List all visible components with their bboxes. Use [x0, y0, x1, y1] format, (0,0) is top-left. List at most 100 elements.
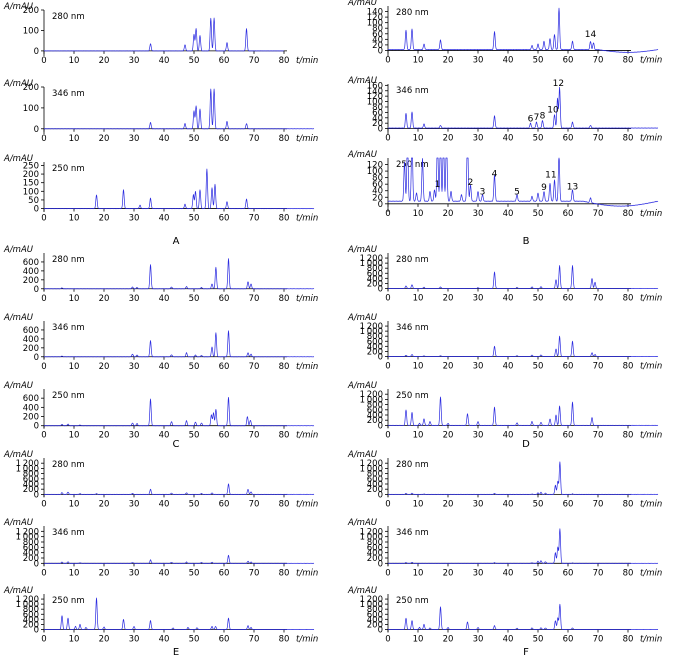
chromatogram-trace — [387, 603, 659, 630]
x-tick-label: 60 — [219, 634, 230, 644]
x-tick-label: 30 — [129, 431, 140, 441]
x-tick-label: 10 — [413, 361, 424, 371]
x-tick-label: 0 — [385, 568, 390, 578]
x-tick-label: 30 — [473, 361, 484, 371]
chart-caption: C — [173, 439, 180, 450]
x-tick-label: 60 — [563, 361, 574, 371]
chromatogram-trace — [43, 258, 315, 290]
y-tick-label: 250 — [23, 161, 39, 171]
x-tick-label: 30 — [473, 293, 484, 303]
x-tick-label: 50 — [533, 634, 544, 644]
x-tick-label: 20 — [443, 499, 454, 509]
x-tick-label: 30 — [473, 634, 484, 644]
y-tick-label: 1 000 — [16, 464, 39, 474]
x-tick-label: 60 — [563, 499, 574, 509]
y-tick-label: 200 — [23, 620, 39, 630]
x-tick-label: 50 — [533, 430, 544, 440]
x-unit-label: t/min — [296, 431, 318, 441]
peak-number-label: 7 — [534, 113, 540, 123]
peak-number-label: 3 — [480, 187, 486, 197]
y-tick-label: 0 — [34, 47, 39, 57]
y-tick-label: 140 — [367, 8, 383, 18]
chromatogram-trace — [43, 88, 315, 130]
x-tick-label: 40 — [159, 294, 170, 304]
chromatogram-trace — [387, 461, 659, 495]
y-unit-label: A/mAU — [3, 450, 34, 460]
y-tick-label: 0 — [378, 625, 383, 635]
wavelength-label: 280 nm — [52, 460, 85, 470]
x-tick-label: 80 — [623, 293, 634, 303]
y-tick-label: 20 — [372, 41, 383, 51]
x-tick-label: 70 — [249, 214, 260, 224]
panel-A-280nm: 0 100 200 0 10 20 30 40 50 60 70 80 t/min A/mAU 280 nm — [3, 2, 318, 66]
y-tick-label: 200 — [23, 413, 39, 423]
x-tick-label: 0 — [385, 499, 390, 509]
x-tick-label: 70 — [593, 361, 604, 371]
x-tick-label: 0 — [41, 634, 46, 644]
x-tick-label: 20 — [99, 214, 110, 224]
x-tick-label: 80 — [279, 568, 290, 578]
x-tick-label: 80 — [623, 634, 634, 644]
chromatogram-trace — [387, 86, 659, 129]
x-unit-label: t/min — [640, 361, 662, 371]
x-tick-label: 0 — [41, 362, 46, 372]
y-unit-label: A/mAU — [347, 381, 378, 391]
y-tick-label: 0 — [378, 352, 383, 362]
x-tick-label: 10 — [69, 431, 80, 441]
x-tick-label: 40 — [159, 568, 170, 578]
x-tick-label: 70 — [593, 430, 604, 440]
y-tick-label: 160 — [367, 81, 383, 91]
x-tick-label: 80 — [279, 362, 290, 372]
chromatogram-trace — [43, 168, 315, 210]
y-tick-label: 1 000 — [360, 464, 383, 474]
x-tick-label: 50 — [533, 499, 544, 509]
x-tick-label: 50 — [189, 362, 200, 372]
x-tick-label: 40 — [159, 56, 170, 66]
wavelength-label: 346 nm — [396, 86, 429, 96]
chromatogram-trace — [43, 554, 315, 564]
x-tick-label: 70 — [593, 134, 604, 144]
y-unit-label: A/mAU — [3, 2, 34, 12]
y-tick-label: 600 — [23, 475, 39, 485]
y-tick-label: 1 000 — [16, 600, 39, 610]
wavelength-label: 250 nm — [52, 596, 85, 606]
x-tick-label: 70 — [249, 362, 260, 372]
y-tick-label: 800 — [367, 401, 383, 411]
x-tick-label: 20 — [443, 634, 454, 644]
x-tick-label: 30 — [473, 430, 484, 440]
y-tick-label: 0 — [378, 46, 383, 56]
x-unit-label: t/min — [640, 568, 662, 578]
y-unit-label: A/mAU — [347, 0, 378, 8]
y-tick-label: 600 — [367, 610, 383, 620]
y-tick-label: 600 — [367, 269, 383, 279]
x-tick-label: 20 — [443, 568, 454, 578]
wavelength-label: 280 nm — [52, 12, 85, 22]
x-tick-label: 10 — [413, 209, 424, 219]
x-tick-label: 10 — [413, 293, 424, 303]
x-tick-label: 0 — [41, 214, 46, 224]
y-tick-label: 60 — [372, 108, 383, 118]
y-tick-label: 100 — [367, 167, 383, 177]
y-tick-label: 50 — [28, 196, 39, 206]
peak-number-label: 2 — [468, 178, 474, 188]
x-tick-label: 50 — [189, 294, 200, 304]
y-unit-label: A/mAU — [347, 150, 378, 160]
x-tick-label: 60 — [563, 568, 574, 578]
y-tick-label: 120 — [367, 13, 383, 23]
wavelength-label: 250 nm — [396, 391, 429, 401]
y-tick-label: 400 — [23, 615, 39, 625]
x-tick-label: 10 — [69, 362, 80, 372]
y-tick-label: 600 — [23, 610, 39, 620]
x-tick-label: 40 — [159, 134, 170, 144]
y-tick-label: 60 — [372, 180, 383, 190]
x-tick-label: 50 — [533, 55, 544, 65]
x-tick-label: 0 — [41, 56, 46, 66]
